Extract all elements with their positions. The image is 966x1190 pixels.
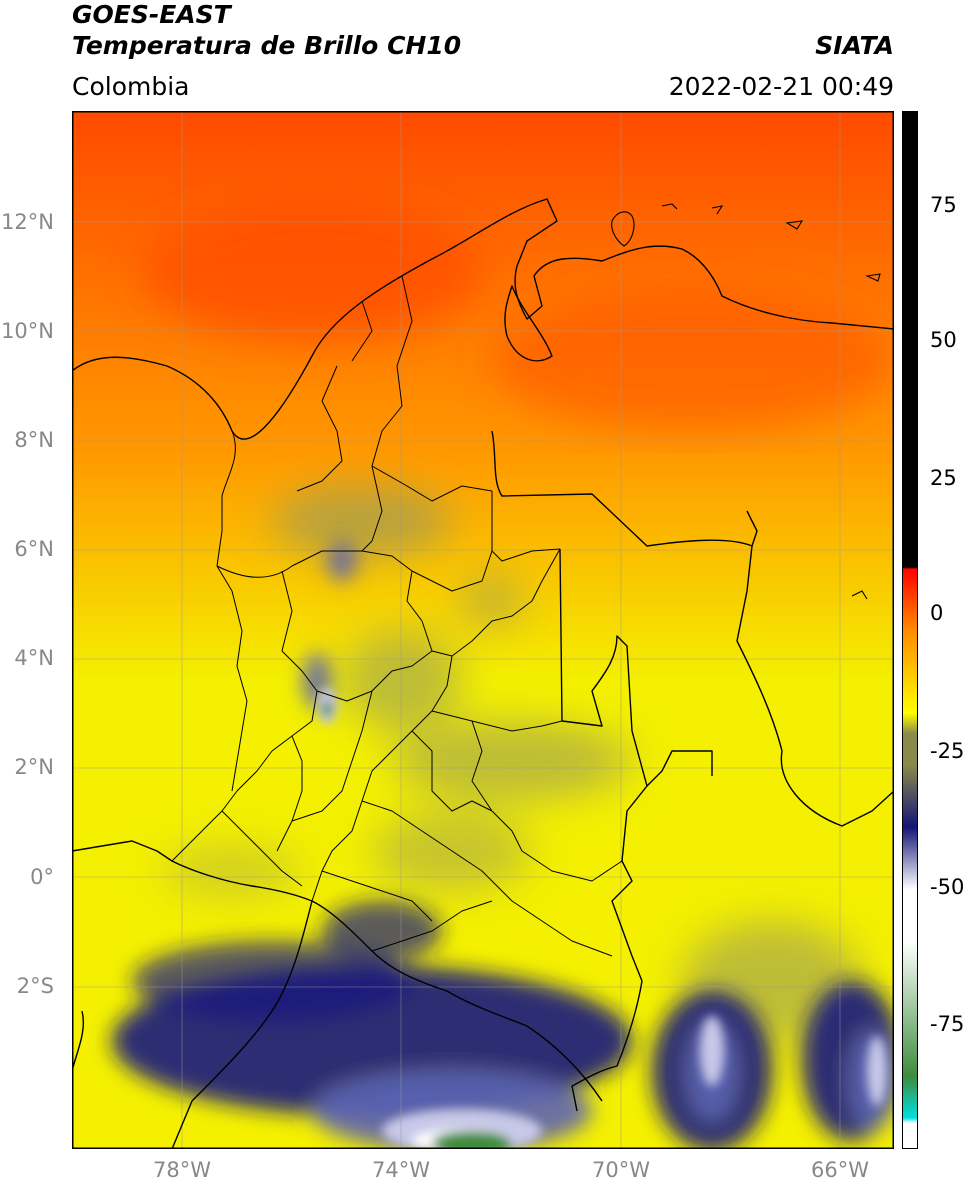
region-label: Colombia bbox=[72, 72, 190, 101]
datetime-label: 2022-02-21 00:49 bbox=[668, 72, 894, 101]
department-borders bbox=[171, 275, 623, 957]
colorbar-tick-75: 75 bbox=[930, 193, 957, 217]
lat-label-10n: 10°N bbox=[1, 319, 54, 343]
colorbar-frame bbox=[902, 111, 918, 1149]
very-cold-cloud-tops bbox=[317, 688, 887, 1149]
title-org: SIATA bbox=[815, 31, 894, 60]
colorbar-tick-50: 50 bbox=[930, 328, 957, 352]
lon-label-74w: 74°W bbox=[372, 1158, 430, 1182]
islands bbox=[611, 203, 881, 600]
colorbar-fill bbox=[902, 111, 918, 1149]
map-frame bbox=[72, 111, 894, 1149]
title-satellite: GOES-EAST bbox=[72, 0, 231, 29]
colorbar-tick-25: 25 bbox=[930, 466, 957, 490]
lat-label-8n: 8°N bbox=[14, 428, 54, 452]
lat-label-4n: 4°N bbox=[14, 646, 54, 670]
lat-label-12n: 12°N bbox=[1, 210, 54, 234]
lon-label-78w: 78°W bbox=[153, 1158, 211, 1182]
lat-label-2n: 2°N bbox=[14, 755, 54, 779]
lat-label-0: 0° bbox=[30, 865, 54, 889]
colorbar-tick-minus-75: -75 bbox=[930, 1012, 965, 1036]
colorbar-tick-minus-25: -25 bbox=[930, 739, 965, 763]
warm-areas bbox=[142, 201, 892, 431]
lon-label-70w: 70°W bbox=[592, 1158, 650, 1182]
brightness-temperature-map bbox=[72, 111, 894, 1149]
lat-label-2s: 2°S bbox=[16, 974, 54, 998]
temperature-colorbar bbox=[902, 111, 918, 1149]
title-product: Temperatura de Brillo CH10 bbox=[72, 31, 462, 60]
colorbar-tick-0: 0 bbox=[930, 601, 944, 625]
lon-label-66w: 66°W bbox=[811, 1158, 869, 1182]
colorbar-tick-minus-50: -50 bbox=[930, 875, 965, 899]
lat-label-6n: 6°N bbox=[14, 537, 54, 561]
graticule bbox=[72, 111, 894, 1149]
